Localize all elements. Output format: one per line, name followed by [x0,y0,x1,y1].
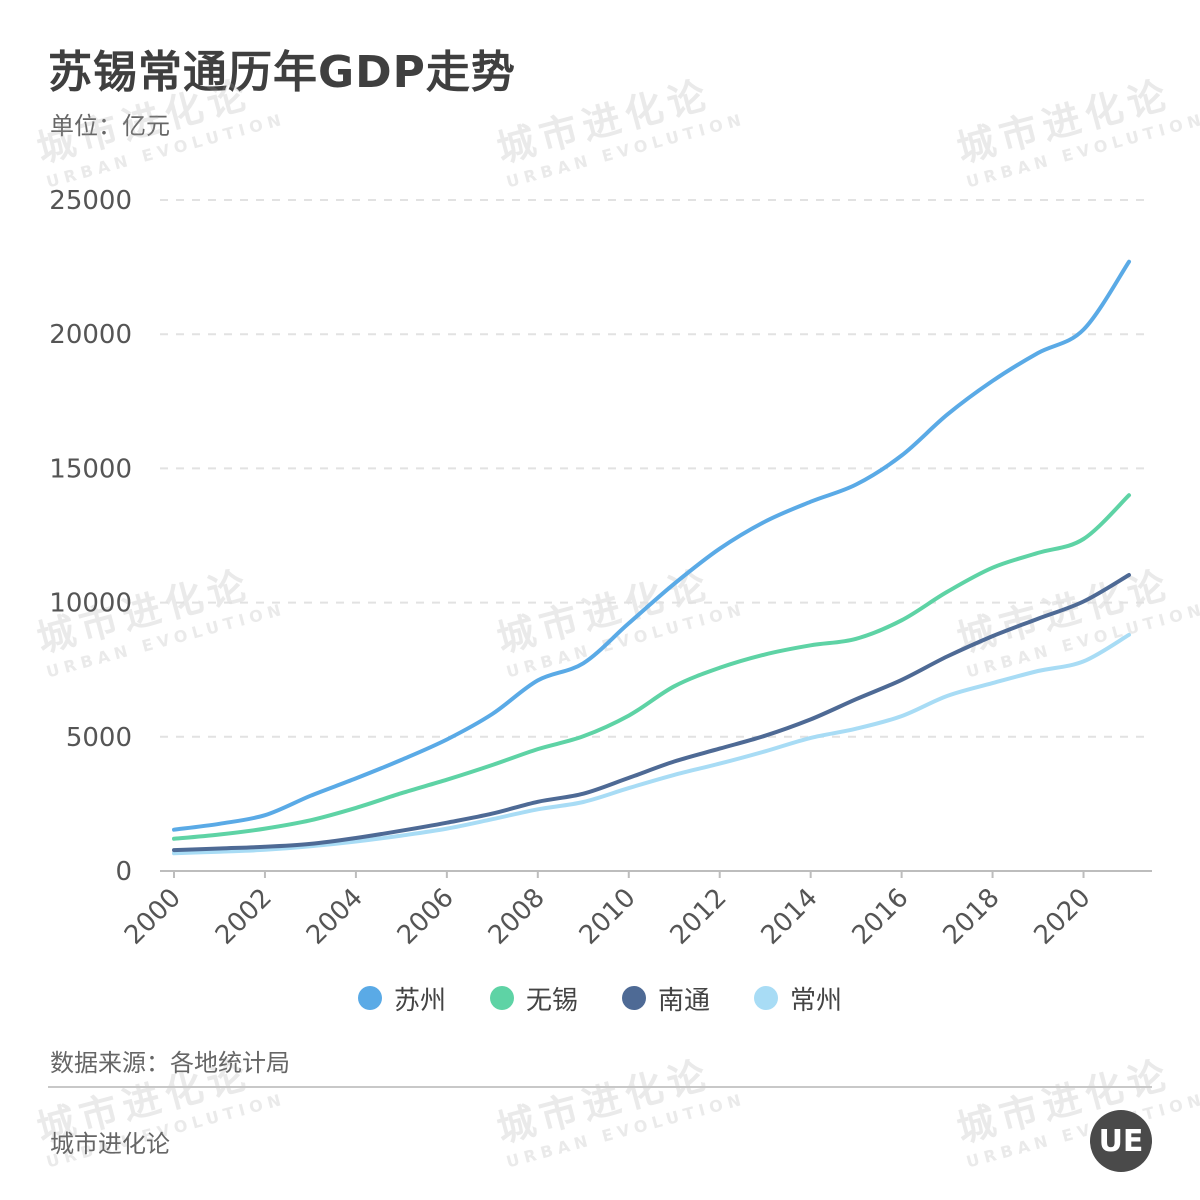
legend-item-wuxi[interactable]: 无锡 [490,978,578,1018]
legend: 苏州 无锡 南通 常州 [0,978,1200,1018]
x-tick-label: 2008 [483,883,551,951]
y-tick-label: 0 [115,857,132,887]
legend-swatch [754,986,778,1010]
y-tick-label: 10000 [49,589,132,619]
x-tick-label: 2020 [1028,883,1096,951]
y-tick-label: 25000 [49,186,132,216]
x-tick-label: 2014 [756,883,824,951]
watermark: 城市进化论 URBAN EVOLUTION [492,1051,748,1172]
x-tick-label: 2016 [847,883,915,951]
x-tick-label: 2004 [301,883,369,951]
legend-label: 无锡 [526,985,579,1016]
x-tick-label: 2006 [392,883,460,951]
series-line-0 [172,259,1131,832]
watermark: 城市进化论 URBAN EVOLUTION [952,1051,1200,1172]
y-tick-label: 5000 [66,723,132,753]
x-tick-label: 2010 [574,883,642,951]
data-source: 数据来源：各地统计局 [50,1049,290,1077]
legend-swatch [622,986,646,1010]
brand-name: 城市进化论 [50,1130,170,1158]
grid-lines [160,199,1152,738]
chart-title: 苏锡常通历年GDP走势 [48,47,516,98]
x-tick-label: 2012 [665,883,733,951]
legend-label: 苏州 [394,985,447,1016]
y-tick-label: 15000 [49,454,132,484]
x-tick-label: 2002 [210,883,278,951]
divider [48,1086,1152,1088]
legend-item-suzhou[interactable]: 苏州 [358,978,446,1018]
legend-item-changzhou[interactable]: 常州 [754,978,842,1018]
legend-swatch [490,986,514,1010]
legend-label: 南通 [658,985,711,1016]
legend-swatch [358,986,382,1010]
series-line-2 [172,573,1131,853]
x-tick-label: 2000 [119,883,187,951]
series-line-3 [172,632,1131,856]
legend-label: 常州 [790,985,843,1016]
legend-item-nantong[interactable]: 南通 [622,978,710,1018]
series-lines [172,259,1131,856]
brand-logo: UE [1090,1110,1152,1172]
unit-label: 单位：亿元 [50,112,170,140]
line-chart: 0 5000 10000 15000 20000 25000 2000 2002 2004 200… [49,186,1152,951]
series-line-1 [172,493,1131,841]
x-tick-label: 2018 [938,883,1006,951]
y-tick-label: 20000 [49,320,132,350]
